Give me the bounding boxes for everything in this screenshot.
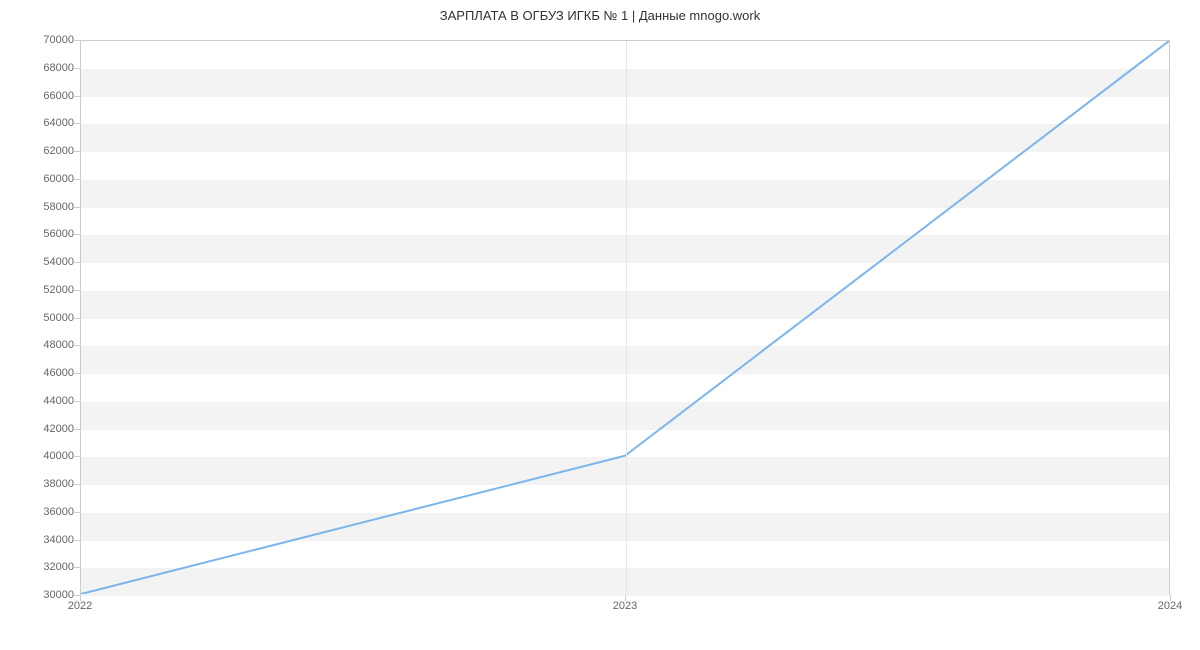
- y-tick-mark: [74, 401, 80, 402]
- y-tick-mark: [74, 96, 80, 97]
- chart-svg: [81, 41, 1169, 594]
- y-tick-label: 68000: [24, 62, 74, 74]
- y-tick-label: 56000: [24, 228, 74, 240]
- x-tick-label: 2023: [613, 600, 637, 612]
- y-tick-mark: [74, 151, 80, 152]
- y-tick-mark: [74, 290, 80, 291]
- x-tick-mark: [625, 595, 626, 601]
- y-tick-mark: [74, 567, 80, 568]
- y-tick-mark: [74, 123, 80, 124]
- y-tick-mark: [74, 262, 80, 263]
- y-tick-mark: [74, 179, 80, 180]
- x-tick-label: 2024: [1158, 600, 1182, 612]
- y-tick-label: 30000: [24, 589, 74, 601]
- y-tick-label: 32000: [24, 561, 74, 573]
- y-tick-label: 52000: [24, 284, 74, 296]
- y-tick-label: 64000: [24, 117, 74, 129]
- y-tick-mark: [74, 40, 80, 41]
- y-tick-mark: [74, 234, 80, 235]
- y-tick-label: 44000: [24, 395, 74, 407]
- y-tick-label: 38000: [24, 478, 74, 490]
- y-tick-label: 46000: [24, 367, 74, 379]
- y-tick-label: 60000: [24, 173, 74, 185]
- y-tick-label: 40000: [24, 450, 74, 462]
- plot-area: [80, 40, 1170, 595]
- x-tick-mark: [1170, 595, 1171, 601]
- y-tick-label: 42000: [24, 423, 74, 435]
- y-tick-label: 54000: [24, 256, 74, 268]
- y-tick-label: 66000: [24, 90, 74, 102]
- y-tick-mark: [74, 68, 80, 69]
- x-tick-mark: [80, 595, 81, 601]
- y-tick-label: 62000: [24, 145, 74, 157]
- y-tick-mark: [74, 345, 80, 346]
- x-tick-label: 2022: [68, 600, 92, 612]
- y-tick-mark: [74, 512, 80, 513]
- x-gridline: [626, 41, 627, 594]
- y-tick-label: 48000: [24, 339, 74, 351]
- y-tick-label: 70000: [24, 34, 74, 46]
- y-tick-mark: [74, 207, 80, 208]
- y-tick-label: 50000: [24, 312, 74, 324]
- y-tick-mark: [74, 373, 80, 374]
- y-tick-mark: [74, 540, 80, 541]
- salary-chart: ЗАРПЛАТА В ОГБУЗ ИГКБ № 1 | Данные mnogo…: [0, 0, 1200, 650]
- y-tick-mark: [74, 429, 80, 430]
- y-tick-mark: [74, 456, 80, 457]
- y-tick-label: 34000: [24, 534, 74, 546]
- y-tick-mark: [74, 484, 80, 485]
- y-tick-label: 58000: [24, 201, 74, 213]
- y-tick-label: 36000: [24, 506, 74, 518]
- chart-title: ЗАРПЛАТА В ОГБУЗ ИГКБ № 1 | Данные mnogo…: [0, 8, 1200, 23]
- series-line: [81, 41, 1169, 594]
- y-tick-mark: [74, 318, 80, 319]
